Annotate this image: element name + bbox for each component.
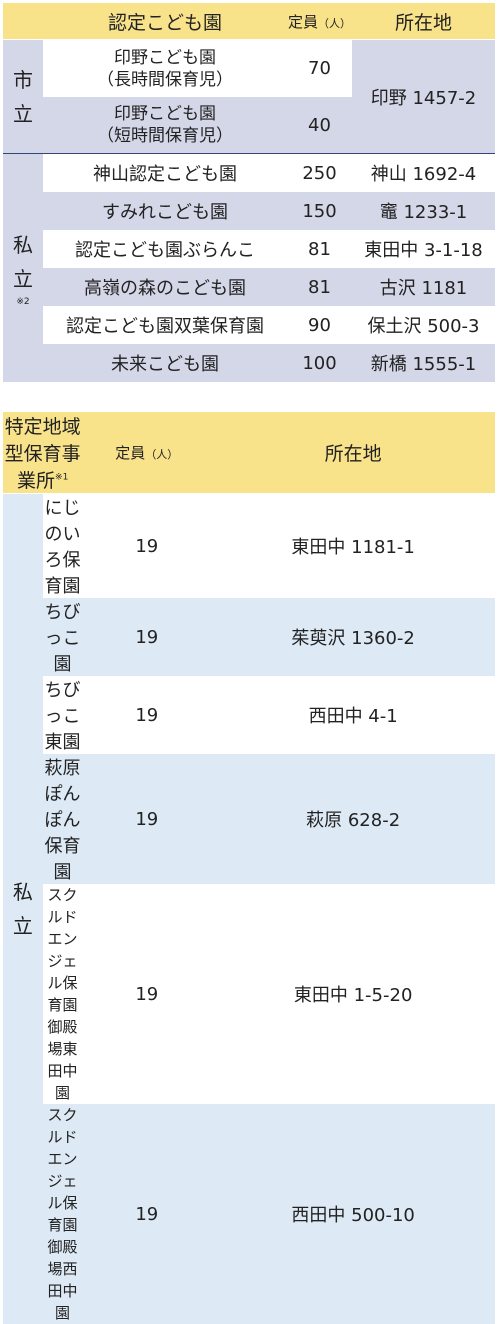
table-row: すみれこども園 150 竈 1233-1 (3, 192, 495, 230)
capacity-value: 19 (82, 754, 212, 884)
table-row: 未来こども園 100 新橋 1555-1 (3, 344, 495, 382)
facility-name: ちびっこ園 (42, 598, 83, 676)
facility-name: 高嶺の森のこども園 (43, 268, 287, 306)
facility-name: スクルドエンジェル保育園 御殿場西田中園 (42, 1104, 83, 1324)
location-value: 神山 1692-4 (352, 154, 495, 192)
facility-name: 未来こども園 (43, 344, 287, 382)
facility-name: にじのいろ保育園 (42, 494, 83, 598)
group-label-public: 市 立 (3, 40, 43, 154)
capacity-value: 70 (287, 40, 352, 97)
location-value: 東田中 3-1-18 (352, 230, 495, 268)
capacity-value: 19 (82, 598, 212, 676)
capacity-value: 19 (82, 494, 212, 598)
location-value: 保土沢 500-3 (352, 306, 495, 344)
capacity-value: 150 (287, 192, 352, 230)
table-row: 私 立 ※2 神山認定こども園 250 神山 1692-4 (3, 154, 495, 382)
facility-name: 印野こども園 （短時間保育児） (43, 97, 287, 154)
location-value: 印野 1457-2 (352, 40, 495, 154)
table-row: 市 立 印野こども園 （長時間保育児） 70 印野 1457-2 (3, 40, 495, 154)
header-location: 所在地 (211, 412, 495, 494)
location-value: 萩原 628-2 (211, 754, 495, 884)
table-row: スクルドエンジェル保育園 御殿場西田中園 19 西田中 500-10 (3, 1104, 495, 1324)
header-name: 特定地域型保育事業所※1 (3, 412, 83, 494)
capacity-value: 40 (287, 97, 352, 154)
capacity-value: 90 (287, 306, 352, 344)
location-value: 竈 1233-1 (352, 192, 495, 230)
location-value: 西田中 500-10 (211, 1104, 495, 1324)
location-value: 古沢 1181 (352, 268, 495, 306)
location-value: 新橋 1555-1 (352, 344, 495, 382)
capacity-value: 19 (82, 1104, 212, 1324)
table-row: スクルドエンジェル保育園 御殿場東田中園 19 東田中 1-5-20 (3, 884, 495, 1104)
header-capacity: 定員（人） (82, 412, 212, 494)
table-header: 特定地域型保育事業所※1 定員（人） 所在地 (3, 412, 495, 494)
capacity-value: 19 (82, 884, 212, 1104)
capacity-value: 250 (287, 154, 352, 192)
location-value: 東田中 1181-1 (211, 494, 495, 598)
header-blank (3, 3, 43, 40)
table-row: 認定こども園ぶらんこ 81 東田中 3-1-18 (3, 230, 495, 268)
facility-name: 神山認定こども園 (43, 154, 287, 192)
location-value: 西田中 4-1 (211, 676, 495, 754)
tokutei-hoiku-table: 特定地域型保育事業所※1 定員（人） 所在地 私 立 にじのいろ保育園 19 東… (3, 412, 495, 1324)
table-row: ちびっこ園 19 茱萸沢 1360-2 (3, 598, 495, 676)
footnote-mark: ※2 (16, 297, 30, 307)
location-value: 茱萸沢 1360-2 (211, 598, 495, 676)
table-row: 印野こども園 （短時間保育児） 40 (3, 97, 495, 154)
table-row: 認定こども園双葉保育園 90 保土沢 500-3 (3, 306, 495, 344)
table-row: 萩原ぽんぽん保育園 19 萩原 628-2 (3, 754, 495, 884)
facility-name: 認定こども園双葉保育園 (43, 306, 287, 344)
facility-name: すみれこども園 (43, 192, 287, 230)
facility-name: スクルドエンジェル保育園 御殿場東田中園 (42, 884, 83, 1104)
table-row: 私 立 にじのいろ保育園 19 東田中 1181-1 (3, 494, 495, 1324)
table-row: ちびっこ東園 19 西田中 4-1 (3, 676, 495, 754)
group-label-private: 私 立 ※2 (3, 154, 43, 382)
table-header: 認定こども園 定員（人） 所在地 (3, 3, 495, 40)
capacity-value: 81 (287, 268, 352, 306)
capacity-value: 81 (287, 230, 352, 268)
location-value: 東田中 1-5-20 (211, 884, 495, 1104)
facility-name: 印野こども園 （長時間保育児） (43, 40, 287, 97)
header-capacity: 定員（人） (287, 3, 352, 40)
header-location: 所在地 (352, 3, 495, 40)
capacity-value: 100 (287, 344, 352, 382)
group-label-private: 私 立 (3, 494, 43, 1324)
nintei-kodomoen-table: 認定こども園 定員（人） 所在地 市 立 印野こども園 （長時間保育児） 70 印… (3, 3, 495, 382)
table-row: 高嶺の森のこども園 81 古沢 1181 (3, 268, 495, 306)
header-name: 認定こども園 (43, 3, 287, 40)
capacity-value: 19 (82, 676, 212, 754)
facility-name: 萩原ぽんぽん保育園 (42, 754, 83, 884)
facility-name: ちびっこ東園 (42, 676, 83, 754)
facility-name: 認定こども園ぶらんこ (43, 230, 287, 268)
